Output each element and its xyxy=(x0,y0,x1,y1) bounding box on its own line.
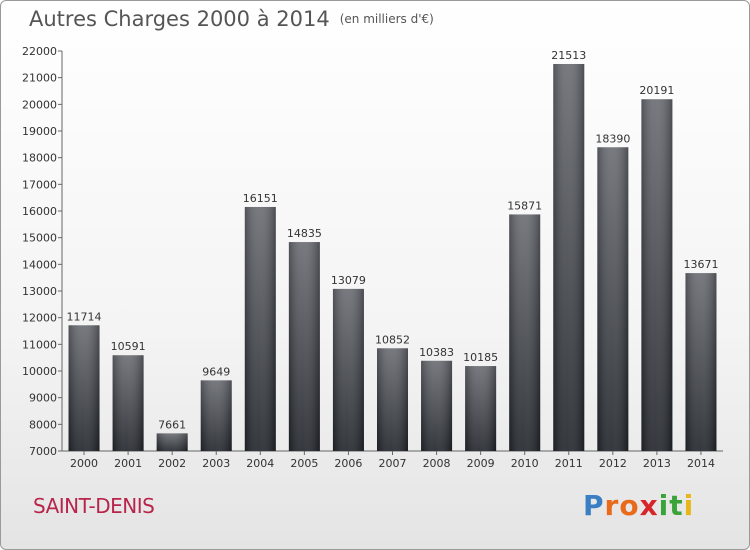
y-tick-label: 15000 xyxy=(22,232,57,245)
y-tick-label: 13000 xyxy=(22,285,57,298)
bar-value-label: 10383 xyxy=(419,346,454,359)
logo-letter: x xyxy=(639,489,659,522)
bar-value-label: 11714 xyxy=(67,310,102,323)
y-tick-label: 12000 xyxy=(22,312,57,325)
logo-letter: i xyxy=(658,489,670,522)
y-tick-label: 10000 xyxy=(22,365,57,378)
x-tick-label: 2014 xyxy=(687,457,715,470)
y-tick-label: 21000 xyxy=(22,72,57,85)
bar-shading xyxy=(332,288,364,451)
logo-letter: i xyxy=(683,489,695,522)
x-tick-label: 2001 xyxy=(114,457,142,470)
x-tick-label: 2009 xyxy=(467,457,495,470)
y-tick-label: 7000 xyxy=(29,445,57,458)
y-tick-label: 14000 xyxy=(22,258,57,271)
x-tick-label: 2006 xyxy=(334,457,362,470)
bar-shading xyxy=(597,147,629,451)
x-tick-label: 2012 xyxy=(599,457,627,470)
logo-letter: P xyxy=(583,489,605,522)
bar-value-label: 9649 xyxy=(202,365,230,378)
bar-shading xyxy=(641,99,673,452)
bar-value-label: 18390 xyxy=(595,132,630,145)
place-name: SAINT-DENIS xyxy=(33,494,155,518)
bar-value-label: 10591 xyxy=(111,340,146,353)
bar-value-label: 13079 xyxy=(331,274,366,287)
chart-title-text: Autres Charges 2000 à 2014 xyxy=(29,7,330,31)
proxiti-logo: Proxiti xyxy=(583,489,694,522)
x-tick-label: 2010 xyxy=(511,457,539,470)
x-tick-label: 2005 xyxy=(290,457,318,470)
y-tick-label: 17000 xyxy=(22,178,57,191)
x-tick-label: 2007 xyxy=(379,457,407,470)
bar-value-label: 15871 xyxy=(507,199,542,212)
bar-shading xyxy=(553,63,585,452)
logo-letter: r xyxy=(604,489,620,522)
y-tick-label: 9000 xyxy=(29,392,57,405)
bar-value-label: 16151 xyxy=(243,192,278,205)
bar-shading xyxy=(244,206,276,451)
y-tick-label: 16000 xyxy=(22,205,57,218)
y-tick-label: 22000 xyxy=(22,45,57,58)
chart-subtitle: (en milliers d'€) xyxy=(339,12,434,26)
bar-shading xyxy=(112,355,144,451)
x-tick-label: 2013 xyxy=(643,457,671,470)
bar-value-label: 21513 xyxy=(551,49,586,62)
x-tick-label: 2000 xyxy=(70,457,98,470)
bar-value-label: 7661 xyxy=(158,418,186,431)
x-tick-label: 2011 xyxy=(555,457,583,470)
y-tick-label: 18000 xyxy=(22,152,57,165)
bar-shading xyxy=(509,214,541,451)
y-tick-label: 20000 xyxy=(22,98,57,111)
bar-value-label: 10852 xyxy=(375,333,410,346)
bar-shading xyxy=(421,360,453,451)
y-tick-label: 11000 xyxy=(22,338,57,351)
bar-shading xyxy=(377,348,408,451)
bar-value-label: 13671 xyxy=(683,258,718,271)
x-tick-label: 2002 xyxy=(158,457,186,470)
bar-shading xyxy=(288,242,320,451)
bar-shading xyxy=(68,325,100,451)
y-tick-label: 19000 xyxy=(22,125,57,138)
bar-value-label: 20191 xyxy=(639,84,674,97)
bar-shading xyxy=(685,273,717,451)
y-tick-label: 8000 xyxy=(29,418,57,431)
chart-title: Autres Charges 2000 à 2014 (en milliers d… xyxy=(29,7,434,31)
bar-shading xyxy=(156,433,188,451)
x-tick-label: 2008 xyxy=(423,457,451,470)
x-tick-label: 2004 xyxy=(246,457,274,470)
logo-letter: o xyxy=(619,489,640,522)
logo-letter: t xyxy=(669,489,684,522)
bar-shading xyxy=(465,366,497,451)
bar-value-label: 10185 xyxy=(463,351,498,364)
x-tick-label: 2003 xyxy=(202,457,230,470)
bar-value-label: 14835 xyxy=(287,227,322,240)
bar-shading xyxy=(200,380,232,451)
